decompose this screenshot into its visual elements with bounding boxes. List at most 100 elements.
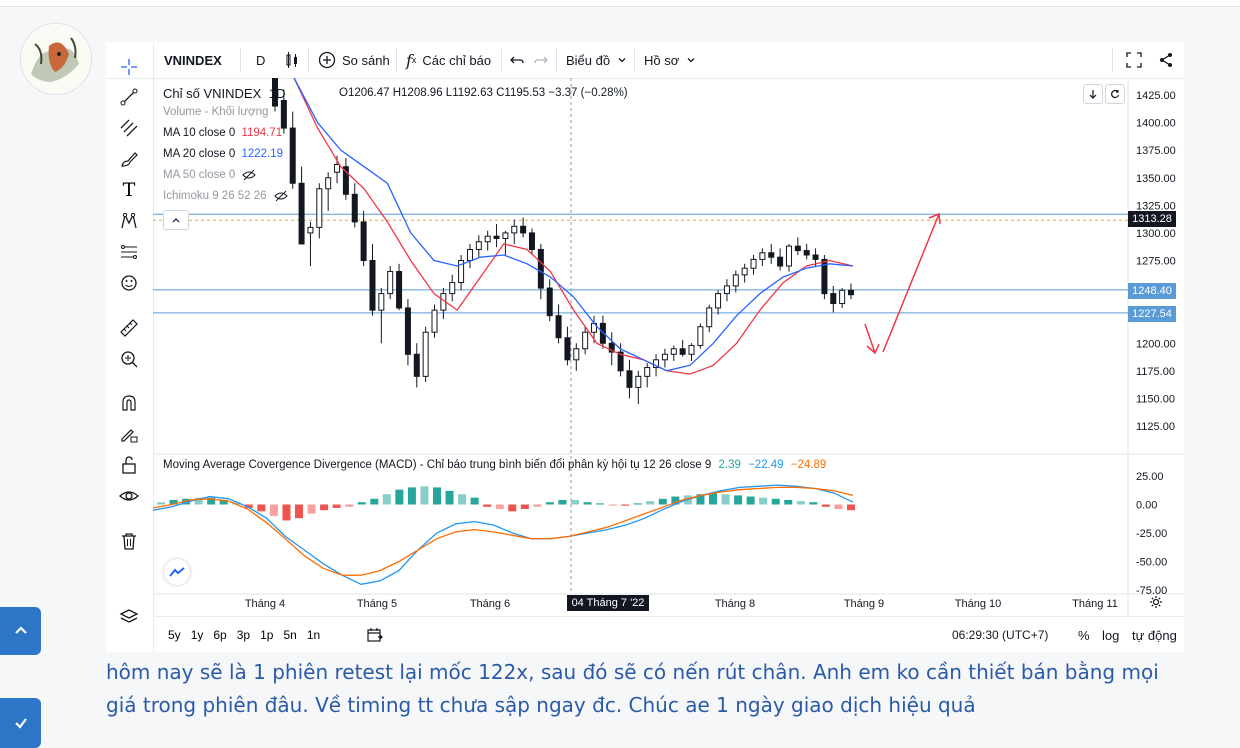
trend-line-tool[interactable] bbox=[118, 86, 140, 108]
crosshair-tool[interactable] bbox=[118, 56, 140, 78]
ruler-tool[interactable] bbox=[118, 317, 140, 339]
reset-button[interactable] bbox=[1105, 84, 1125, 104]
upvote-button[interactable] bbox=[0, 607, 41, 655]
macd-histogram-bar bbox=[433, 487, 441, 505]
brush-tool[interactable] bbox=[118, 148, 140, 170]
ichimoku-label: Ichimoku 9 26 52 26 bbox=[163, 190, 267, 203]
macd-legend[interactable]: Moving Average Covergence Divergence (MA… bbox=[163, 459, 826, 471]
forecast-arrow-down bbox=[864, 323, 876, 354]
macd-histogram-bar bbox=[420, 486, 429, 505]
percent-toggle[interactable]: % bbox=[1078, 617, 1090, 653]
prediction-tool[interactable] bbox=[118, 241, 140, 263]
arrow-down-icon bbox=[1089, 90, 1097, 99]
chart-canvas[interactable]: 1425.00 1400.00 1375.00 1350.00 1325.00 1300.… bbox=[153, 78, 1184, 616]
range-button-6p[interactable]: 6p bbox=[213, 628, 227, 642]
price-axis-label: 1175.00 bbox=[1136, 366, 1175, 378]
emoji-tool[interactable] bbox=[118, 272, 140, 294]
range-button-1p[interactable]: 1p bbox=[260, 628, 274, 642]
compare-button[interactable]: So sánh bbox=[318, 42, 390, 78]
macd-histogram-bar bbox=[709, 493, 717, 505]
chevron-down-icon bbox=[687, 58, 695, 63]
delete-tool[interactable] bbox=[118, 530, 140, 552]
macd-histogram-bar bbox=[771, 498, 780, 505]
magnet-tool[interactable] bbox=[118, 392, 140, 414]
range-button-5y[interactable]: 5y bbox=[168, 628, 181, 642]
legend-open: O1206.47 bbox=[339, 87, 390, 99]
candle-body bbox=[458, 260, 465, 284]
accept-button[interactable] bbox=[0, 698, 41, 748]
undo-icon bbox=[510, 56, 524, 64]
range-button-5n[interactable]: 5n bbox=[283, 628, 297, 642]
forecast-arrow-down-head bbox=[866, 343, 880, 355]
volume-legend[interactable]: Volume - Khối lượng bbox=[163, 106, 268, 118]
share-button[interactable] bbox=[1158, 42, 1174, 78]
collapse-legend-button[interactable] bbox=[163, 210, 189, 230]
tradingview-logo[interactable] bbox=[164, 559, 190, 585]
candle-body bbox=[466, 248, 473, 261]
candle-body bbox=[289, 127, 296, 184]
macd-histogram-bar bbox=[520, 504, 529, 510]
range-button-1n[interactable]: 1n bbox=[306, 628, 321, 642]
pattern-tool[interactable] bbox=[118, 210, 140, 232]
hide-tool[interactable] bbox=[118, 485, 140, 507]
candle-body bbox=[839, 289, 846, 305]
undo-button[interactable] bbox=[510, 42, 524, 78]
ma20-legend[interactable]: MA 20 close 0 1222.19 bbox=[163, 148, 283, 160]
macd-histogram-bar bbox=[332, 504, 341, 508]
text-tool[interactable]: T bbox=[118, 179, 140, 201]
macd-histogram-bar bbox=[596, 503, 605, 505]
object-tree-tool[interactable] bbox=[118, 605, 140, 627]
user-avatar[interactable] bbox=[20, 23, 92, 95]
divider bbox=[634, 48, 635, 72]
range-button-3p[interactable]: 3p bbox=[236, 628, 251, 642]
redo-button[interactable] bbox=[534, 42, 548, 78]
timezone-button[interactable]: 06:29:30 (UTC+7) bbox=[952, 617, 1048, 653]
symbol-button[interactable]: VNINDEX bbox=[164, 42, 222, 78]
candle-body bbox=[404, 307, 411, 355]
axis-settings-button[interactable] bbox=[1149, 595, 1163, 614]
ma10-legend[interactable]: MA 10 close 0 1194.71 bbox=[163, 127, 282, 139]
macd-histogram-bar bbox=[821, 504, 830, 507]
legend-title: Chỉ số VNINDEX bbox=[163, 86, 262, 101]
lock-tool[interactable] bbox=[118, 454, 140, 476]
macd-axis-label: -25.00 bbox=[1136, 528, 1167, 540]
text-icon: T bbox=[122, 179, 136, 201]
auto-toggle[interactable]: tự động bbox=[1132, 617, 1177, 653]
profile-menu[interactable]: Hồ sơ bbox=[644, 42, 697, 78]
ichimoku-legend[interactable]: Ichimoku 9 26 52 26 bbox=[163, 190, 288, 202]
price-badge-top: 1313.28 bbox=[1128, 211, 1176, 227]
range-button-1y[interactable]: 1y bbox=[190, 628, 204, 642]
divider bbox=[501, 48, 502, 72]
candle-body bbox=[369, 260, 376, 311]
fullscreen-button[interactable] bbox=[1126, 42, 1142, 78]
clock-label: 06:29:30 (UTC+7) bbox=[952, 628, 1049, 642]
ruler-icon bbox=[120, 319, 138, 337]
drawing-toolbar: T bbox=[106, 42, 154, 652]
chart-type-menu[interactable]: Biểu đồ bbox=[566, 42, 628, 78]
candle-body bbox=[848, 289, 854, 296]
candle-body bbox=[502, 232, 509, 239]
price-axis-label: 1400.00 bbox=[1136, 118, 1176, 130]
date-range-button[interactable] bbox=[367, 617, 383, 653]
zoom-tool[interactable] bbox=[118, 348, 140, 370]
macd-histogram-bar bbox=[834, 504, 843, 510]
log-toggle[interactable]: log bbox=[1102, 617, 1119, 653]
macd-histogram-bar bbox=[232, 502, 241, 505]
lock-drawings-tool[interactable] bbox=[118, 423, 140, 445]
scroll-down-button[interactable] bbox=[1083, 84, 1103, 104]
macd-histogram-bar bbox=[370, 498, 379, 505]
macd-label: Moving Average Covergence Divergence (MA… bbox=[163, 459, 712, 471]
trend-line-icon bbox=[120, 88, 138, 106]
profile-label: Hồ sơ bbox=[644, 52, 680, 68]
fib-tool[interactable] bbox=[118, 117, 140, 139]
time-axis-label: Tháng 4 bbox=[244, 598, 286, 610]
interval-button[interactable]: D bbox=[256, 42, 265, 78]
ma50-legend[interactable]: MA 50 close 0 bbox=[163, 169, 257, 181]
chart-style-button[interactable] bbox=[284, 42, 300, 78]
ma20-value: 1222.19 bbox=[241, 148, 284, 160]
macd-histogram-bar bbox=[621, 504, 630, 506]
price-axis-label: 1200.00 bbox=[1136, 338, 1176, 350]
unlock-icon bbox=[122, 456, 136, 474]
